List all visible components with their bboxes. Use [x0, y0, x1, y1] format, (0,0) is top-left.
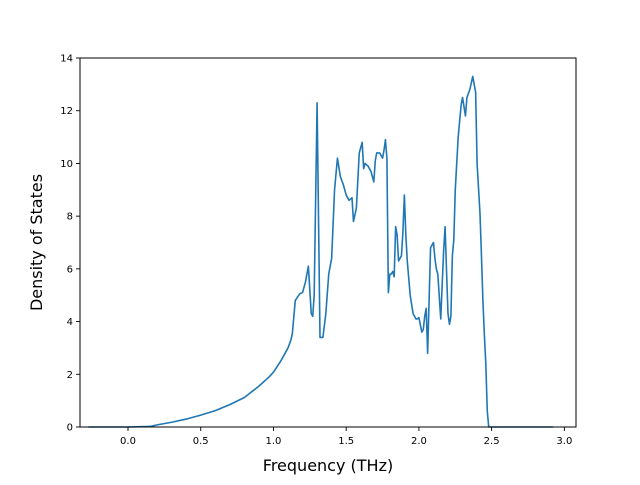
- y-tick-label: 4: [67, 317, 73, 328]
- y-tick-label: 2: [67, 370, 73, 381]
- plot-frame: [79, 57, 577, 428]
- dos-series-line-0: [87, 75, 554, 428]
- y-tick-label: 8: [67, 212, 73, 223]
- plot-area: [80, 58, 576, 427]
- x-tick-label: 1.5: [338, 436, 354, 447]
- x-tick-label: 0.5: [193, 436, 209, 447]
- x-tick-label: 0.0: [120, 436, 136, 447]
- x-axis-label: Frequency (THz): [263, 456, 393, 475]
- y-tick-label: 6: [67, 264, 73, 275]
- y-tick-label: 12: [60, 106, 73, 117]
- x-tick-label: 1.0: [266, 436, 282, 447]
- x-tick-label: 2.0: [411, 436, 427, 447]
- y-axis-label: Density of States: [27, 174, 46, 311]
- x-axis-ticks: 0.0 0.5 1.0 1.5 2.0 2.5 3.0: [120, 427, 572, 447]
- x-tick-label: 3.0: [556, 436, 572, 447]
- y-tick-label: 10: [60, 159, 73, 170]
- y-axis-ticks: 0 2 4 6 8 10 12 14: [60, 54, 80, 434]
- y-tick-label: 0: [67, 423, 73, 434]
- x-tick-label: 2.5: [484, 436, 500, 447]
- y-tick-label: 14: [60, 54, 73, 65]
- series-layer: [87, 75, 554, 428]
